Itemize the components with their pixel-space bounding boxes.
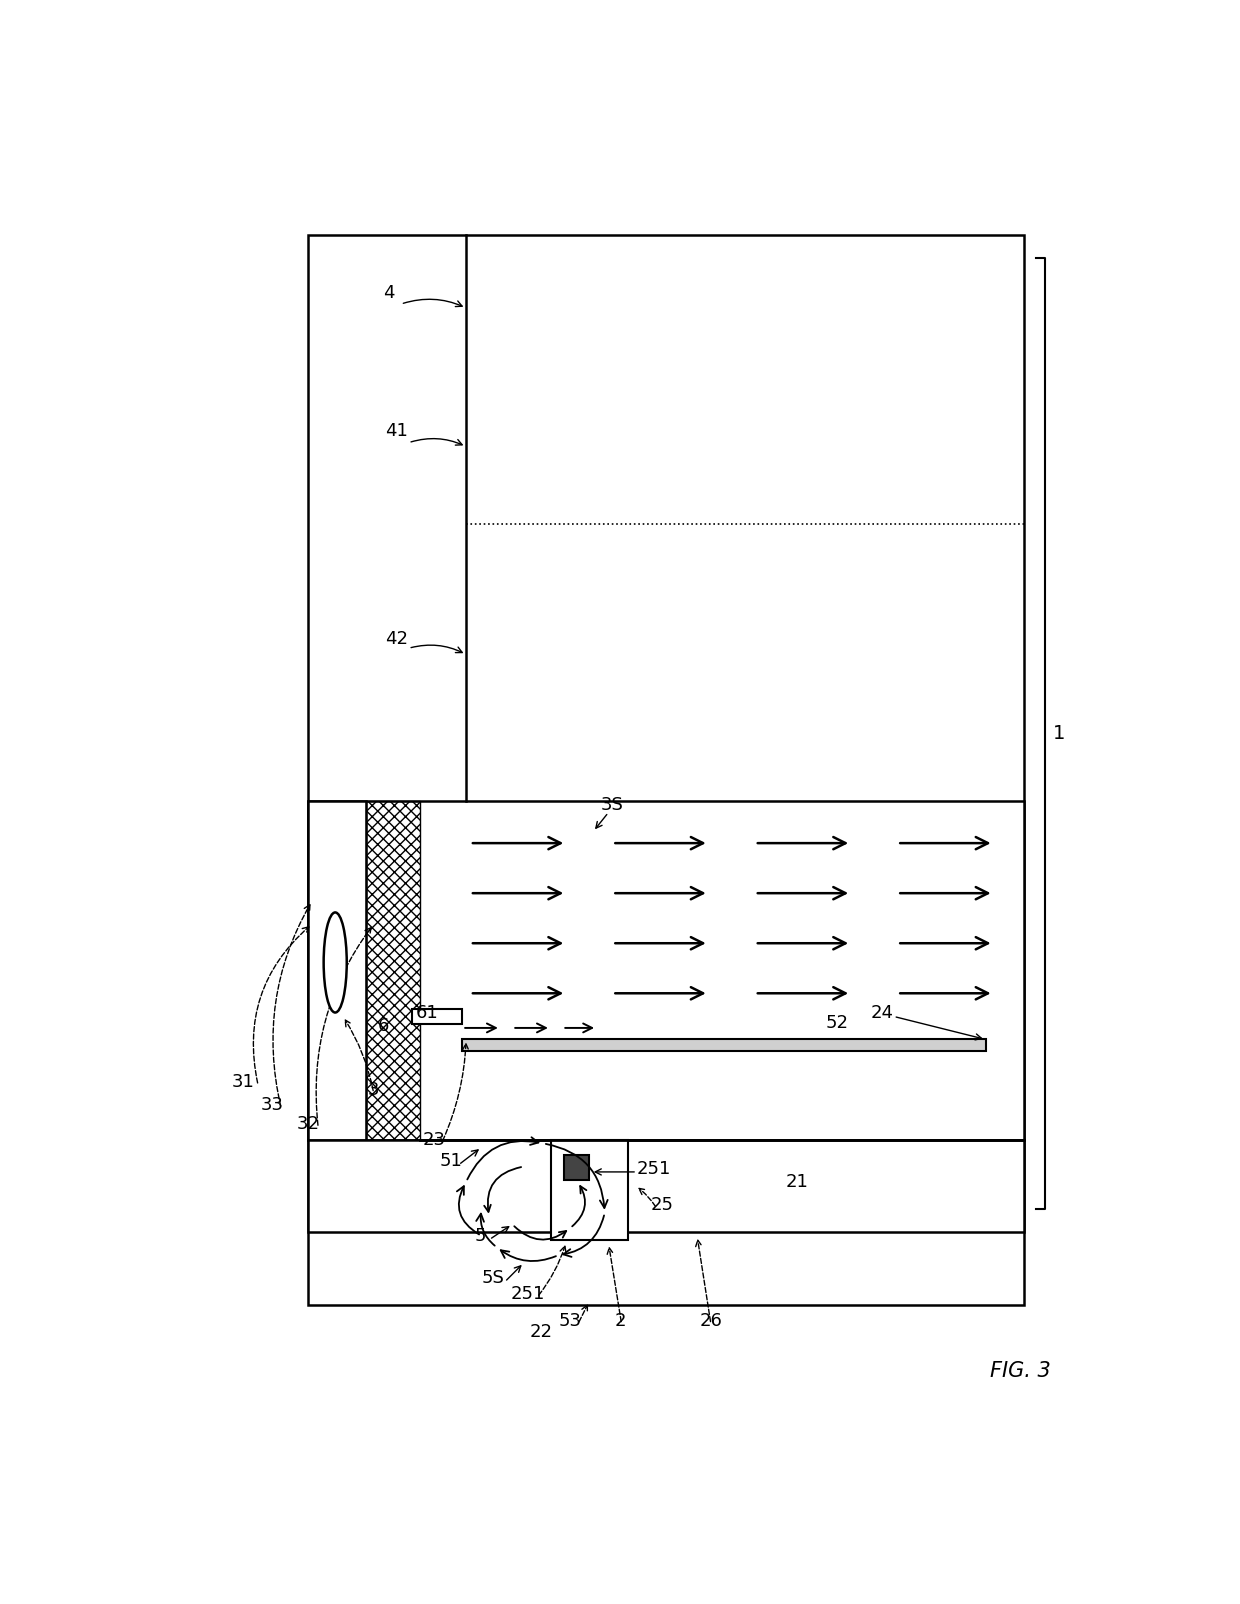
Bar	[309, 800, 1024, 1139]
Bar	[564, 1155, 589, 1179]
Text: 33: 33	[260, 1096, 284, 1113]
Text: FIG. 3: FIG. 3	[990, 1360, 1050, 1381]
Bar	[463, 1039, 986, 1051]
Text: 21: 21	[786, 1173, 808, 1190]
Text: 5S: 5S	[481, 1269, 505, 1286]
Bar	[551, 1139, 627, 1240]
Bar	[309, 800, 366, 1139]
Bar	[412, 1009, 463, 1023]
Text: 26: 26	[699, 1312, 723, 1330]
Text: 6: 6	[377, 1017, 388, 1035]
Text: 42: 42	[386, 630, 408, 648]
Text: 32: 32	[296, 1115, 320, 1132]
Text: 3: 3	[368, 1081, 379, 1099]
Text: 51: 51	[439, 1152, 463, 1171]
Text: 53: 53	[558, 1312, 582, 1330]
Text: 31: 31	[232, 1073, 254, 1091]
Text: 4: 4	[383, 284, 394, 302]
Text: 2: 2	[614, 1312, 626, 1330]
Bar	[309, 234, 1024, 1306]
Ellipse shape	[324, 913, 347, 1012]
Bar	[366, 800, 420, 1139]
Text: 23: 23	[423, 1131, 445, 1148]
Text: 24: 24	[870, 1004, 893, 1022]
Text: 52: 52	[826, 1014, 848, 1031]
Text: 5: 5	[474, 1227, 486, 1245]
Text: 61: 61	[417, 1004, 439, 1022]
Text: 25: 25	[651, 1197, 675, 1214]
Text: 3S: 3S	[601, 796, 624, 813]
Text: 41: 41	[386, 422, 408, 439]
Bar	[309, 1139, 1024, 1232]
Text: 22: 22	[529, 1323, 553, 1341]
Text: 251: 251	[637, 1160, 671, 1177]
Text: 251: 251	[511, 1285, 544, 1302]
Text: 1: 1	[1053, 723, 1065, 743]
